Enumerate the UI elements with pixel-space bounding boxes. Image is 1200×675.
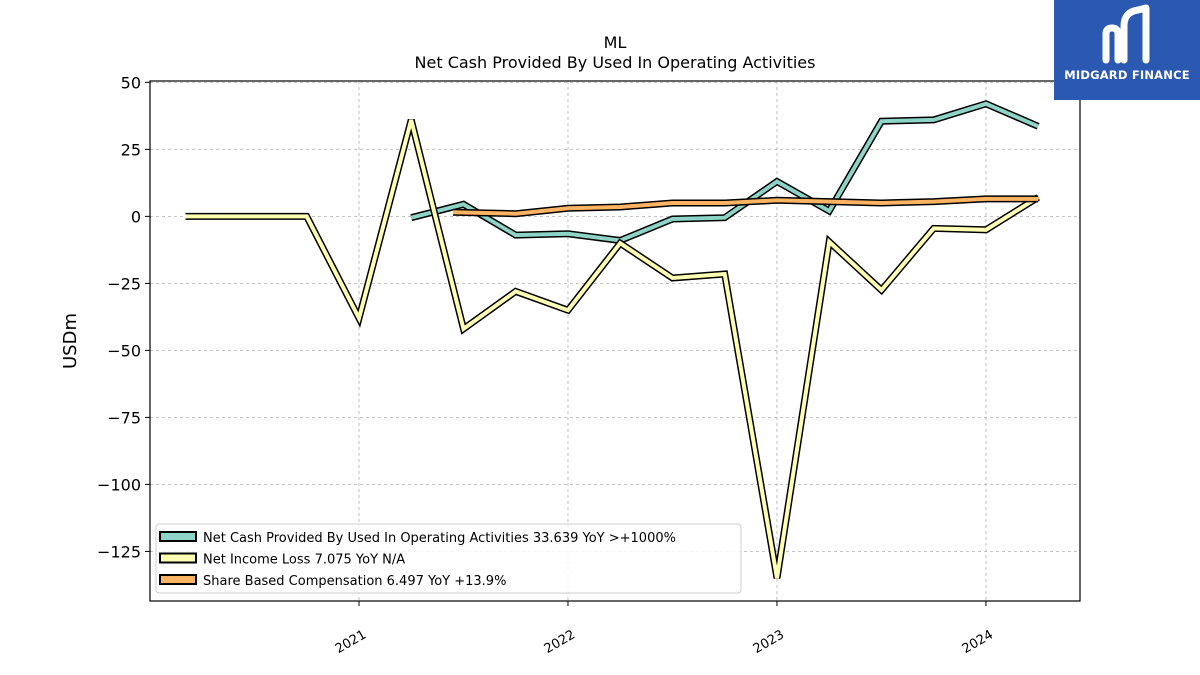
brand-logo: MIDGARD FINANCE [1054, 0, 1200, 100]
y-axis-label: USDm [60, 313, 81, 369]
legend-swatch [159, 531, 197, 542]
legend-box [155, 523, 742, 594]
chart-subtitle: Net Cash Provided By Used In Operating A… [415, 53, 816, 72]
logo-text: MIDGARD FINANCE [1064, 68, 1190, 82]
grid-layer [150, 81, 1080, 601]
legend: Net Cash Provided By Used In Operating A… [155, 523, 742, 594]
chart-title: ML [604, 33, 627, 52]
series-layer [185, 100, 1041, 579]
series-line [452, 196, 1039, 216]
x-tick-label: 2021 [333, 627, 369, 657]
y-tick-label: 25 [121, 140, 141, 159]
y-tick-label: −75 [107, 408, 141, 427]
series-outline [185, 119, 1041, 579]
series-outline [410, 100, 1040, 245]
y-tick-label: −100 [97, 475, 141, 494]
x-tick-label: 2023 [751, 627, 787, 657]
y-tick-label: 50 [121, 73, 141, 92]
legend-label: Net Income Loss 7.075 YoY N/A [203, 553, 405, 568]
x-tick-label: 2024 [960, 627, 996, 657]
legend-label: Share Based Compensation 6.497 YoY +13.9… [203, 574, 506, 589]
legend-swatch [159, 552, 197, 564]
series-line [410, 101, 1039, 243]
legend-swatch [159, 574, 197, 585]
plot-frame [149, 80, 1081, 602]
axis-layer: 50 25 0 −25 −50 −75 −100 −125 2021 2022 2023 2024 [97, 73, 996, 657]
y-tick-label: −125 [97, 542, 141, 561]
x-tick-label: 2022 [542, 627, 578, 657]
y-tick-label: −25 [107, 274, 141, 293]
legend-label: Net Cash Provided By Used In Operating A… [203, 531, 676, 546]
series-line [185, 119, 1040, 579]
y-tick-label: 0 [131, 207, 141, 226]
y-tick-label: −50 [107, 341, 141, 360]
logo-mark-icon [1102, 4, 1150, 64]
